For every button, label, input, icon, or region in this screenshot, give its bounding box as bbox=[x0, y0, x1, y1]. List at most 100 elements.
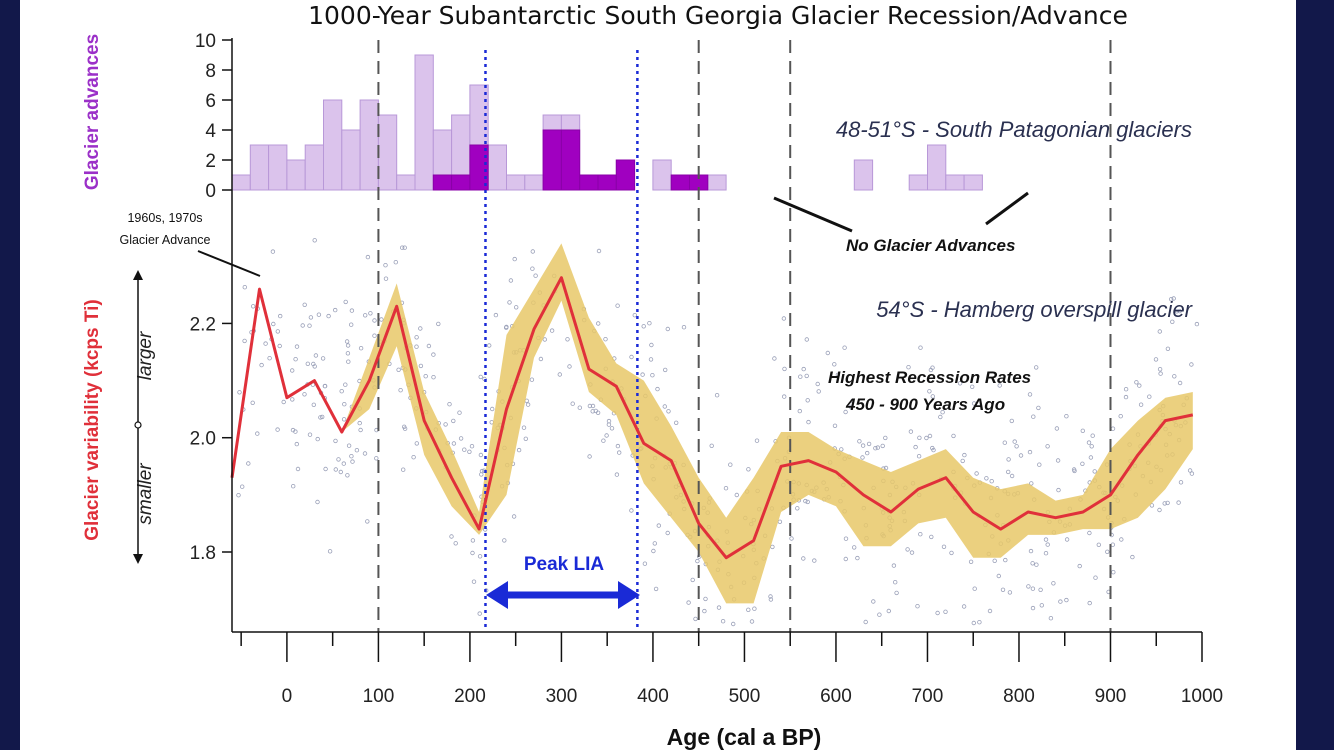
scatter-point bbox=[805, 398, 810, 403]
scatter-point bbox=[957, 381, 963, 386]
bar-patagonian bbox=[323, 99, 343, 191]
scatter-point bbox=[458, 436, 464, 441]
scatter-point bbox=[443, 422, 448, 427]
scatter-point bbox=[850, 398, 855, 404]
scatter-point bbox=[857, 439, 862, 444]
scatter-point bbox=[570, 401, 575, 406]
scatter-point bbox=[1111, 570, 1116, 575]
scatter-point bbox=[453, 541, 458, 546]
scatter-point bbox=[716, 605, 722, 610]
scatter-point bbox=[414, 335, 419, 340]
peak-lia-arrow bbox=[486, 581, 640, 609]
scatter-point bbox=[1189, 471, 1195, 476]
scatter-point bbox=[504, 324, 509, 330]
scatter-point bbox=[913, 444, 918, 450]
x-tick-label: 0 bbox=[282, 686, 293, 707]
scatter-point bbox=[383, 263, 388, 268]
tick-labels-layer: 0 2 4 6 8 10 1.8 2.0 2.2 0 100 200 300 400 500 600 700 80… bbox=[190, 31, 1224, 707]
scatter-point bbox=[1029, 481, 1034, 486]
scatter-point bbox=[1123, 387, 1129, 392]
scatter-point bbox=[1006, 457, 1011, 462]
scatter-point bbox=[843, 409, 848, 415]
scatter-point bbox=[267, 356, 272, 361]
scatter-point bbox=[431, 352, 436, 357]
scatter-point bbox=[1034, 365, 1039, 370]
scatter-point bbox=[746, 607, 751, 612]
scatter-point bbox=[606, 418, 612, 424]
scatter-point bbox=[242, 285, 247, 290]
scatter-point bbox=[816, 389, 821, 394]
scatter-point bbox=[277, 343, 282, 349]
scatter-point bbox=[629, 508, 634, 513]
scatter-point bbox=[595, 410, 601, 415]
scatter-point bbox=[414, 441, 419, 446]
scatter-point bbox=[1055, 458, 1061, 463]
scatter-point bbox=[293, 429, 298, 434]
scatter-point bbox=[327, 549, 333, 554]
bar-patagonian bbox=[249, 144, 270, 191]
bar-patagonian bbox=[707, 174, 727, 191]
scatter-point bbox=[470, 538, 476, 543]
scatter-point bbox=[832, 423, 838, 428]
bottom-y-tick-label: 1.8 bbox=[190, 543, 216, 564]
scatter-point bbox=[1036, 405, 1041, 411]
top-y-tick-label: 8 bbox=[205, 61, 216, 82]
scatter-point bbox=[1054, 426, 1060, 431]
scatter-point bbox=[909, 550, 915, 555]
scatter-point bbox=[752, 606, 757, 611]
scatter-point bbox=[549, 328, 555, 333]
scatter-point bbox=[1090, 433, 1095, 438]
scatter-point bbox=[930, 394, 935, 399]
scatter-point bbox=[281, 399, 286, 405]
bottom-y-tick-label: 2.2 bbox=[190, 314, 216, 335]
scatter-point bbox=[852, 545, 857, 550]
scatter-point bbox=[469, 444, 475, 449]
scatter-point bbox=[590, 403, 596, 409]
arrow-up-head bbox=[133, 270, 143, 280]
scatter-point bbox=[1118, 414, 1123, 419]
bar-patagonian bbox=[414, 54, 434, 191]
scatter-point bbox=[877, 612, 882, 617]
scatter-point bbox=[1064, 597, 1069, 603]
scatter-point bbox=[866, 441, 872, 447]
scatter-point bbox=[731, 621, 736, 627]
scatter-point bbox=[307, 323, 312, 328]
scatter-point bbox=[798, 374, 803, 379]
peak-lia-label: Peak LIA bbox=[524, 554, 605, 575]
advance-pointer bbox=[197, 250, 261, 277]
bar-patagonian bbox=[945, 174, 965, 191]
bar-patagonian bbox=[341, 129, 361, 191]
scatter-point bbox=[754, 438, 760, 443]
scatter-point bbox=[1119, 537, 1124, 542]
scatter-point bbox=[401, 467, 406, 472]
bottom-y-tick-label: 2.0 bbox=[190, 429, 216, 450]
scatter-point bbox=[477, 611, 482, 616]
scatter-point bbox=[423, 374, 428, 379]
bar-patagonian bbox=[231, 174, 251, 191]
glacier-chart: 0 2 4 6 8 10 1.8 2.0 2.2 0 100 200 300 400 500 600 700 80… bbox=[82, 1, 1224, 750]
scatter-point bbox=[615, 443, 621, 449]
scatter-point bbox=[880, 443, 885, 449]
scatter-point bbox=[362, 451, 368, 456]
scatter-point bbox=[302, 302, 307, 307]
bar-patagonian bbox=[524, 174, 544, 191]
scatter-point bbox=[1123, 394, 1129, 400]
bar-hamberg bbox=[615, 159, 636, 191]
scatter-point bbox=[1026, 584, 1031, 589]
scatter-point bbox=[1009, 473, 1015, 479]
scatter-point bbox=[996, 573, 1001, 579]
scatter-point bbox=[632, 313, 637, 318]
scatter-point bbox=[426, 343, 432, 349]
scatter-point bbox=[883, 465, 889, 471]
scatter-point bbox=[1092, 469, 1097, 474]
scatter-point bbox=[1174, 309, 1179, 314]
scatter-point bbox=[1162, 501, 1167, 506]
scatter-point bbox=[449, 534, 454, 539]
scatter-point bbox=[374, 456, 379, 461]
scatter-point bbox=[1009, 418, 1014, 424]
scatter-point bbox=[665, 326, 670, 332]
scatter-point bbox=[812, 558, 817, 563]
scatter-point bbox=[250, 304, 256, 309]
scatter-point bbox=[863, 619, 868, 625]
x-tick-label: 200 bbox=[454, 686, 486, 707]
